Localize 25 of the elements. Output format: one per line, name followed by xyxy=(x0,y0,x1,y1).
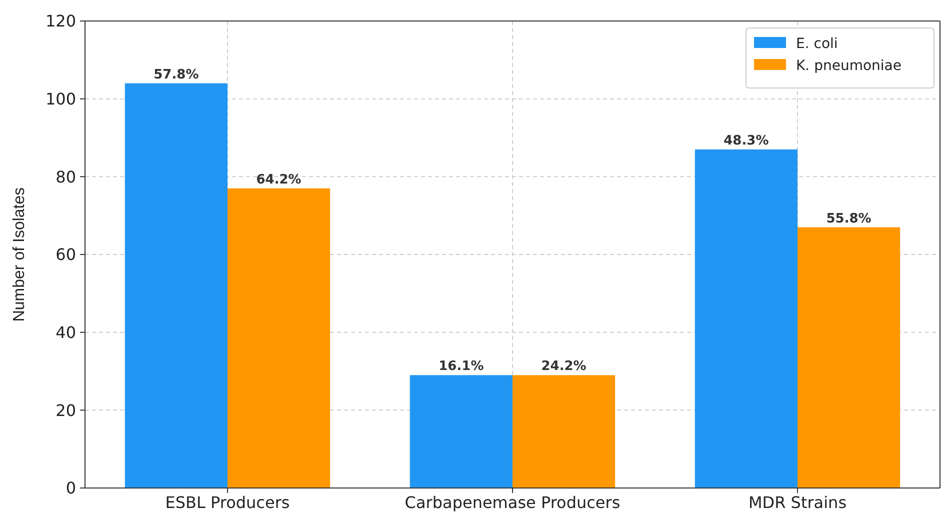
annotation: 57.8% xyxy=(154,67,199,82)
bar xyxy=(512,375,616,488)
annotation: 55.8% xyxy=(826,211,872,226)
y-tick-label: 40 xyxy=(56,322,76,342)
legend-label: E. coli xyxy=(796,36,838,52)
y-tick-label: 100 xyxy=(45,89,76,108)
x-tick-label: ESBL Producers xyxy=(165,493,290,512)
annotation: 64.2% xyxy=(256,172,302,188)
annotation: 16.1% xyxy=(438,359,484,374)
bar xyxy=(694,149,798,488)
y-tick-label: 20 xyxy=(56,400,76,420)
y-tick-label: 80 xyxy=(56,167,76,186)
y-tick-label: 120 xyxy=(45,12,76,31)
y-tick-label: 60 xyxy=(56,245,76,264)
y-axis-title: Number of Isolates xyxy=(11,187,28,322)
bar xyxy=(798,227,900,488)
x-tick-label: Carbapenemase Producers xyxy=(404,493,620,512)
annotation: 48.3% xyxy=(724,133,769,148)
annotation: 24.2% xyxy=(541,359,586,374)
x-tick-label: MDR Strains xyxy=(748,493,847,512)
bar xyxy=(410,375,512,488)
y-tick-label: 0 xyxy=(66,478,76,498)
bar xyxy=(124,83,228,488)
bar xyxy=(228,188,330,488)
legend-label: K. pneumoniae xyxy=(796,58,902,74)
